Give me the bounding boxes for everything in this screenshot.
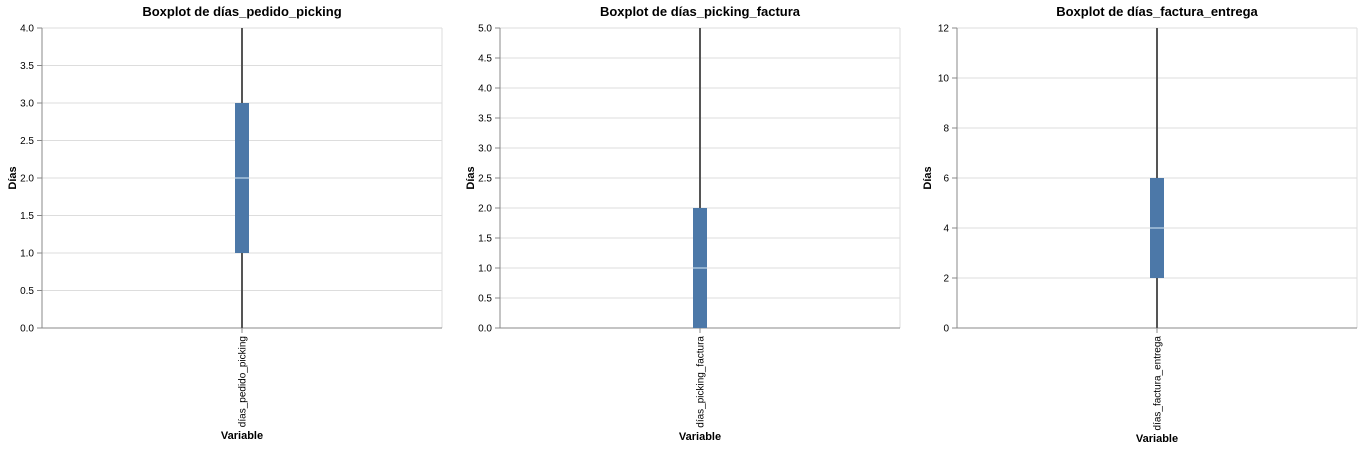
y-tick-label: 1.0 bbox=[478, 264, 492, 275]
y-tick-label: 3.0 bbox=[478, 144, 492, 155]
y-tick-label: 1.5 bbox=[478, 234, 492, 245]
y-axis-title: Días bbox=[922, 166, 934, 189]
x-tick-label: días_factura_entrega bbox=[1153, 336, 1164, 431]
y-tick-label: 8 bbox=[943, 124, 949, 135]
y-tick-label: 2.5 bbox=[478, 174, 492, 185]
chart-panel-1: 0.0 0.5 1.0 1.5 2.0 2.5 3.0 3.5 4.0 días_pedido_p… bbox=[7, 4, 443, 442]
x-axis-title: Variable bbox=[221, 430, 263, 442]
chart-panel-3: 0 2 4 6 8 10 12 días_factura_entrega Boxplot de … bbox=[922, 4, 1358, 445]
y-tick-label: 0.5 bbox=[478, 294, 492, 305]
y-tick-label: 6 bbox=[943, 174, 949, 185]
y-tick-label: 0 bbox=[943, 324, 949, 335]
chart-panel-2: 0.0 0.5 1.0 1.5 2.0 2.5 3.0 3.5 4.0 4.5 5.0 días_pi… bbox=[465, 4, 901, 443]
x-tick-label: días_picking_factura bbox=[696, 336, 707, 428]
y-tick-label: 2.0 bbox=[478, 204, 492, 215]
chart-title: Boxplot de días_picking_factura bbox=[600, 4, 801, 19]
y-tick-label: 0.5 bbox=[20, 286, 34, 297]
y-tick-label: 3.0 bbox=[20, 99, 34, 110]
x-axis-title: Variable bbox=[1136, 433, 1178, 445]
y-tick-label: 4.0 bbox=[478, 84, 492, 95]
y-tick-label: 12 bbox=[938, 24, 950, 35]
y-tick-label: 2.0 bbox=[20, 174, 34, 185]
y-axis-title: Días bbox=[7, 166, 19, 189]
x-tick-label: días_pedido_picking bbox=[238, 336, 249, 427]
y-tick-label: 2 bbox=[943, 274, 949, 285]
y-tick-label: 0.0 bbox=[20, 324, 34, 335]
y-tick-label: 10 bbox=[938, 74, 950, 85]
y-tick-label: 4.0 bbox=[20, 24, 34, 35]
y-tick-label: 3.5 bbox=[20, 61, 34, 72]
y-tick-label: 4.5 bbox=[478, 54, 492, 65]
y-tick-label: 1.5 bbox=[20, 211, 34, 222]
y-tick-label: 1.0 bbox=[20, 249, 34, 260]
chart-title: Boxplot de días_factura_entrega bbox=[1056, 4, 1258, 19]
y-axis-title: Días bbox=[465, 166, 477, 189]
chart-title: Boxplot de días_pedido_picking bbox=[142, 4, 341, 19]
y-tick-label: 0.0 bbox=[478, 324, 492, 335]
y-tick-label: 5.0 bbox=[478, 24, 492, 35]
y-tick-label: 3.5 bbox=[478, 114, 492, 125]
x-axis-title: Variable bbox=[679, 431, 721, 443]
y-tick-label: 4 bbox=[943, 224, 949, 235]
y-tick-label: 2.5 bbox=[20, 136, 34, 147]
